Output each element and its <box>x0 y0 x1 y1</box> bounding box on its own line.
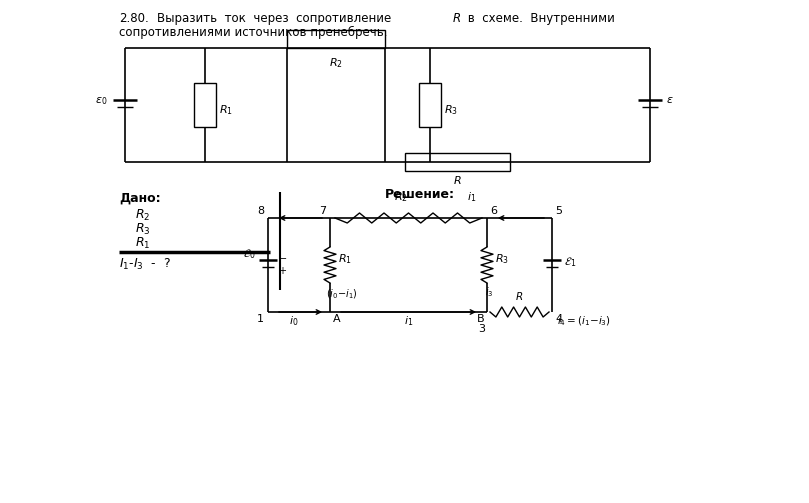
Text: $\varepsilon_0$: $\varepsilon_0$ <box>95 95 107 107</box>
Text: 8: 8 <box>257 206 264 216</box>
Text: $i_1$: $i_1$ <box>404 314 413 328</box>
Text: $R_1$: $R_1$ <box>338 252 352 266</box>
Text: $R$: $R$ <box>453 174 462 186</box>
Text: в  схеме.  Внутренними: в схеме. Внутренними <box>464 12 615 25</box>
Text: $i_4{=}(i_1{-}i_3)$: $i_4{=}(i_1{-}i_3)$ <box>557 314 611 327</box>
Text: Решение:: Решение: <box>385 188 455 201</box>
Text: $R_2$: $R_2$ <box>135 208 150 223</box>
Text: $i_0$: $i_0$ <box>290 314 299 328</box>
Text: $\mathcal{E}_1$: $\mathcal{E}_1$ <box>564 255 577 269</box>
Text: $R_3$: $R_3$ <box>135 222 150 237</box>
Text: $\mathcal{E}_0$: $\mathcal{E}_0$ <box>244 247 256 261</box>
Text: $-$: $-$ <box>278 252 287 262</box>
Text: $R$: $R$ <box>452 12 461 25</box>
Text: $R_2$: $R_2$ <box>393 190 408 204</box>
Bar <box>194 83 216 127</box>
Text: $R_2$: $R_2$ <box>329 56 343 70</box>
Text: $R_1$: $R_1$ <box>219 103 233 117</box>
Text: 4: 4 <box>555 314 562 324</box>
Text: 3: 3 <box>478 324 485 334</box>
Text: B: B <box>477 314 485 324</box>
Text: 5: 5 <box>555 206 562 216</box>
Text: Дано:: Дано: <box>119 192 161 205</box>
Text: 2.80.: 2.80. <box>119 12 149 25</box>
Bar <box>405 153 510 171</box>
Text: Выразить  ток  через  сопротивление: Выразить ток через сопротивление <box>157 12 395 25</box>
Text: $R_3$: $R_3$ <box>444 103 458 117</box>
Text: 6: 6 <box>490 206 497 216</box>
Text: $I_1$-$I_3$  -  ?: $I_1$-$I_3$ - ? <box>119 257 171 272</box>
Text: $+$: $+$ <box>278 265 287 276</box>
Text: A: A <box>333 314 341 324</box>
Text: $R_1$: $R_1$ <box>135 236 150 251</box>
Bar <box>419 83 441 127</box>
Text: $\varepsilon$: $\varepsilon$ <box>666 95 674 105</box>
Text: $R_3$: $R_3$ <box>495 252 509 266</box>
Text: 7: 7 <box>319 206 326 216</box>
Bar <box>287 30 385 48</box>
Text: $i_1$: $i_1$ <box>467 190 477 204</box>
Text: $R$: $R$ <box>515 290 523 302</box>
Text: $i_3$: $i_3$ <box>485 285 493 299</box>
Text: сопротивлениями источников пренебречь.: сопротивлениями источников пренебречь. <box>119 26 388 39</box>
Text: $(i_0{-}i_1)$: $(i_0{-}i_1)$ <box>326 287 358 301</box>
Text: 1: 1 <box>257 314 264 324</box>
